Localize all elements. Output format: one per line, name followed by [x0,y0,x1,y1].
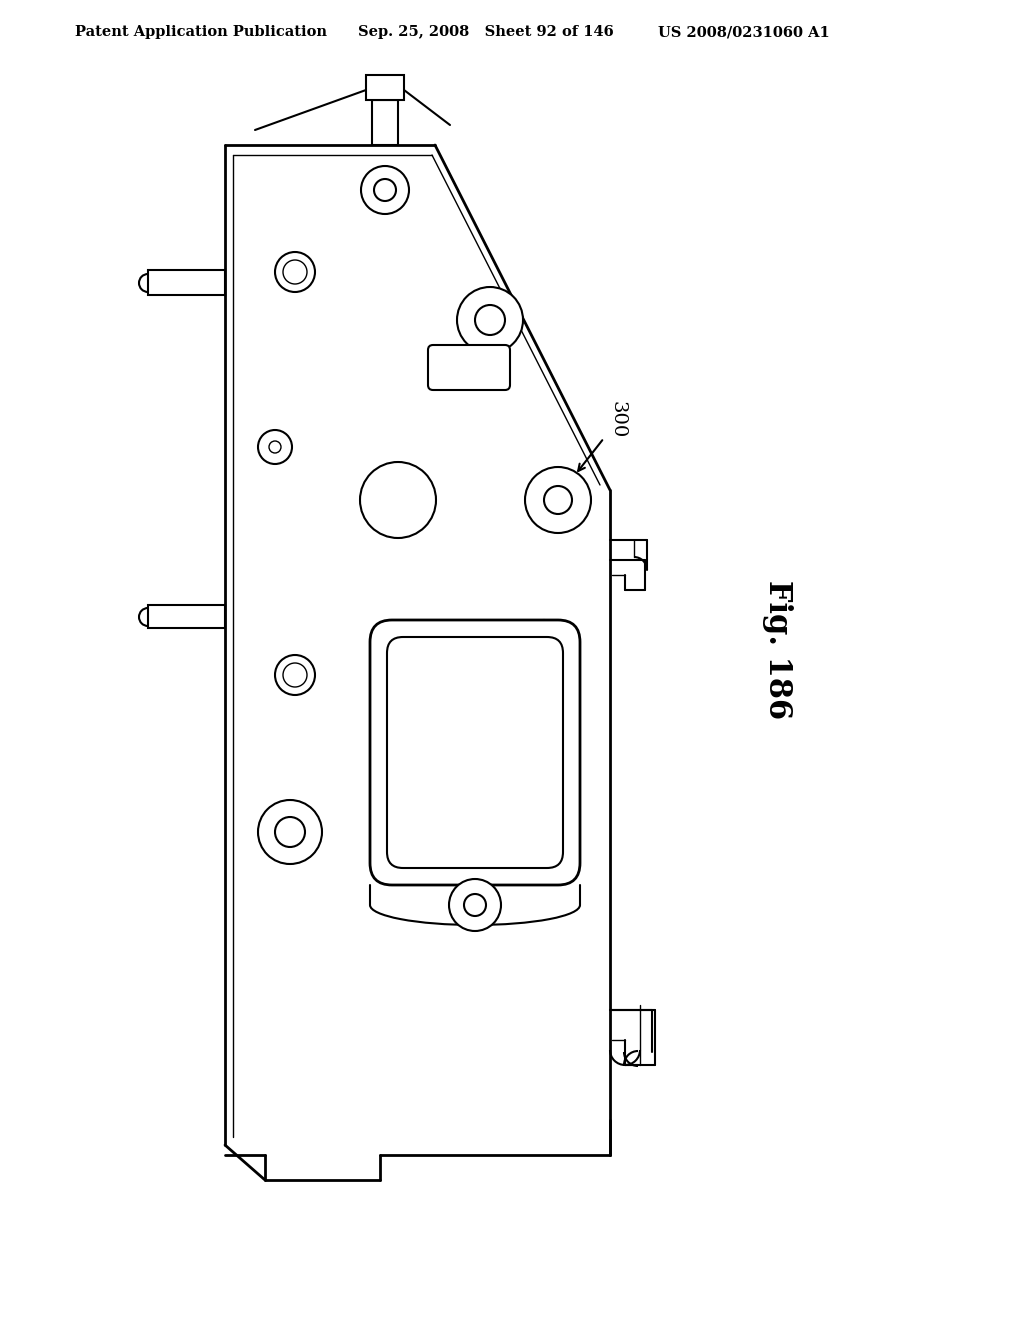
Circle shape [258,430,292,465]
Circle shape [283,663,307,686]
Bar [148,271,225,294]
Bar [372,100,398,145]
Circle shape [275,252,315,292]
Circle shape [514,620,574,680]
Text: Fig. 186: Fig. 186 [763,581,794,719]
Circle shape [525,467,591,533]
FancyBboxPatch shape [428,345,510,389]
Circle shape [139,609,157,626]
Circle shape [360,462,436,539]
FancyBboxPatch shape [370,620,580,884]
Circle shape [269,441,281,453]
Circle shape [544,486,572,513]
Bar [148,605,225,628]
Circle shape [475,305,505,335]
Circle shape [361,166,409,214]
Circle shape [139,275,157,292]
Circle shape [464,894,486,916]
Text: Sep. 25, 2008   Sheet 92 of 146: Sep. 25, 2008 Sheet 92 of 146 [358,25,613,40]
FancyBboxPatch shape [428,627,510,672]
Text: 300: 300 [609,401,627,438]
Circle shape [275,817,305,847]
Circle shape [531,638,557,663]
Circle shape [275,655,315,696]
Text: US 2008/0231060 A1: US 2008/0231060 A1 [658,25,829,40]
Text: Patent Application Publication: Patent Application Publication [75,25,327,40]
Circle shape [457,286,523,352]
Bar [366,75,404,100]
Circle shape [258,800,322,865]
Circle shape [449,879,501,931]
FancyBboxPatch shape [387,638,563,869]
Circle shape [374,180,396,201]
Circle shape [283,260,307,284]
